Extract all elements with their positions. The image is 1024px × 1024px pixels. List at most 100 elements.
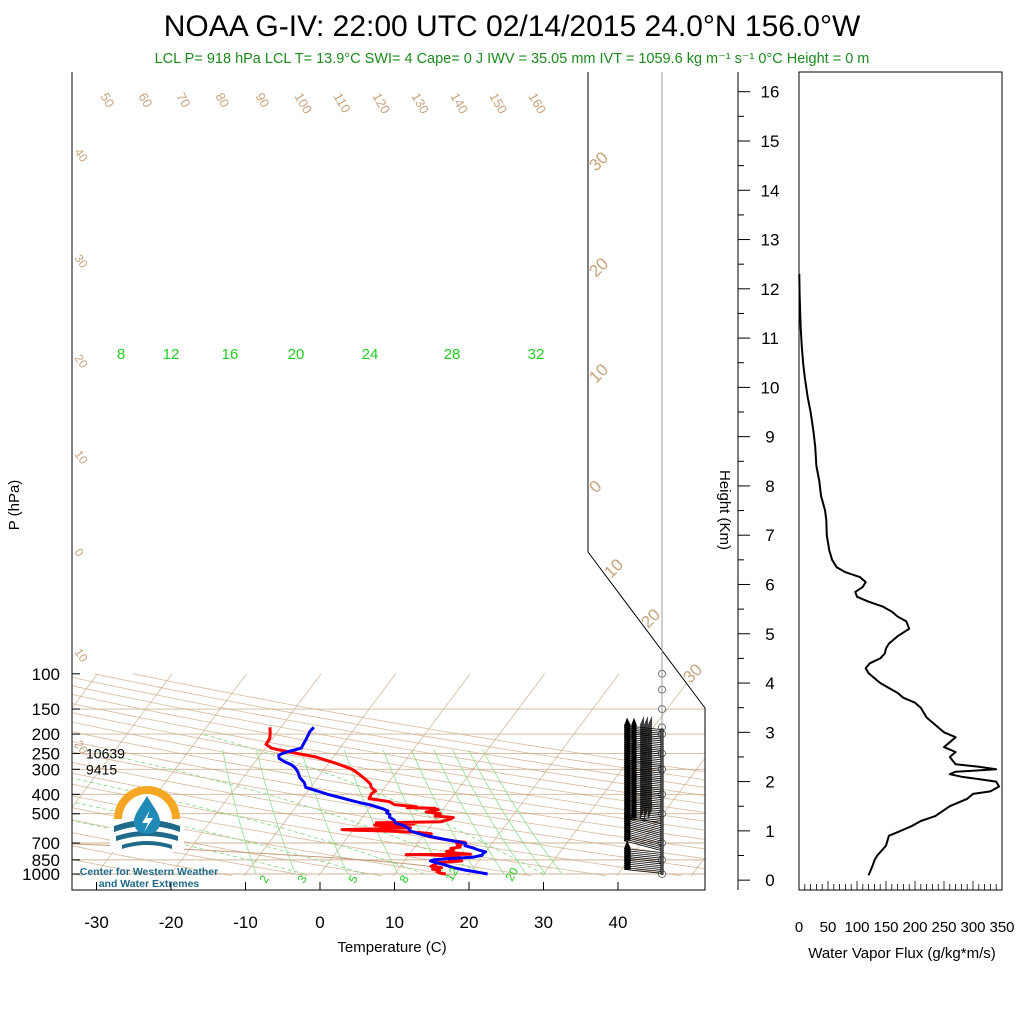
isotherm-line xyxy=(766,674,917,876)
flux-tick-label: 300 xyxy=(960,919,985,936)
dry-adiabat-label: 20 xyxy=(585,254,612,281)
x-tick-label: -10 xyxy=(233,913,258,932)
mixing-ratio-line xyxy=(222,749,257,875)
dry-adiabat-label: 0 xyxy=(72,546,87,560)
wind-barb-feather xyxy=(639,794,645,804)
wind-barb-feather xyxy=(647,761,653,772)
mixing-ratio-line xyxy=(256,749,296,875)
wind-barb-feather xyxy=(647,773,653,783)
dry-adiabat-line xyxy=(72,673,705,877)
mixing-ratio-line xyxy=(411,749,478,875)
mixing-ratio-line xyxy=(468,749,546,875)
y-tick-label: 300 xyxy=(32,760,60,779)
dry-adiabat-line xyxy=(72,673,307,877)
wind-barb-feather xyxy=(643,746,649,757)
wind-barb-feather xyxy=(639,792,645,802)
wind-barb-feather xyxy=(647,780,653,791)
wind-barb-feather xyxy=(647,775,653,785)
wind-barb-feather xyxy=(647,722,653,732)
wind-barb-feather xyxy=(643,795,649,806)
wind-barb-feather xyxy=(647,792,653,802)
height-tick-label: 12 xyxy=(761,280,780,299)
wind-barb-feather xyxy=(639,773,645,783)
wind-barb-feather xyxy=(647,731,653,741)
wind-barb-feather xyxy=(639,758,645,768)
isotherm-label: 60 xyxy=(135,90,155,110)
wind-barb-feather xyxy=(639,744,645,755)
wind-barb-feather xyxy=(639,763,645,774)
flux-tick-label: 250 xyxy=(931,919,956,936)
logo-caption-line2: and Water Extremes xyxy=(98,878,200,890)
isotherm-line xyxy=(392,673,545,876)
y-tick-label: 1000 xyxy=(22,865,60,884)
wind-barb-feather xyxy=(643,741,649,751)
mixing-ratio-line xyxy=(482,749,563,875)
height-tick-label: 11 xyxy=(761,329,779,348)
logo-caption-line1: Center for Western Weather xyxy=(79,866,219,878)
wind-barb-feather xyxy=(643,780,649,791)
wind-barb-feather xyxy=(643,801,649,811)
dry-adiabat-label: 30 xyxy=(72,252,91,271)
wind-barb-feather xyxy=(647,735,653,745)
mixing-ratio-label: 20 xyxy=(502,865,521,884)
wind-barb-feather xyxy=(643,771,649,781)
wind-barb-feather xyxy=(639,720,645,730)
wind-barb-feather xyxy=(639,786,645,796)
chart-subtitle: LCL P= 918 hPa LCL T= 13.9°C SWI= 4 Cape… xyxy=(154,51,870,67)
wind-barb-feather xyxy=(643,769,649,779)
mixing-ratio-label: 20 xyxy=(288,346,305,363)
dry-adiabat-label: 40 xyxy=(72,146,91,165)
wind-barb-feather xyxy=(647,801,653,811)
wind-barb-feather xyxy=(647,718,653,728)
wind-barb-feather xyxy=(647,739,653,749)
wind-barb-feather xyxy=(647,765,653,775)
x-tick-label: 40 xyxy=(609,913,628,932)
y-tick-label: 100 xyxy=(32,665,60,684)
wind-barb-feather xyxy=(639,731,645,741)
wind-barb-feather xyxy=(639,780,645,791)
wind-barb-feather xyxy=(639,742,645,753)
wind-barb-feather xyxy=(639,790,645,800)
dry-adiabat-line xyxy=(72,673,705,877)
mixing-ratio-line xyxy=(452,749,527,875)
wind-barb-feather xyxy=(643,724,649,734)
wind-barb-feather xyxy=(643,773,649,783)
wind-barb-feather xyxy=(639,797,645,808)
wind-barb-feather xyxy=(647,803,653,813)
wind-barb-feather xyxy=(643,758,649,768)
isotherm-label: 110 xyxy=(330,90,353,115)
mixing-ratio-label: 12 xyxy=(163,346,180,363)
wind-barb-feather xyxy=(647,727,653,738)
wind-barb-feather xyxy=(643,760,649,770)
wind-barb-feather xyxy=(647,786,653,796)
mixing-ratio-label: 32 xyxy=(528,346,545,363)
dry-adiabat-line xyxy=(72,673,705,877)
height-tick-label: 3 xyxy=(765,723,774,742)
wind-barb-feather xyxy=(643,790,649,800)
isotherm-label: 140 xyxy=(447,90,471,116)
wind-barb-feather xyxy=(643,754,649,764)
wind-barb-feather xyxy=(639,718,645,728)
height-tick-label: 4 xyxy=(765,674,774,693)
wind-barb-feather xyxy=(647,777,653,787)
wind-barb-feather xyxy=(643,742,649,753)
wind-barb-feather xyxy=(647,729,653,739)
wind-barb-feather xyxy=(639,754,645,764)
mixing-ratio-label: 24 xyxy=(362,346,379,363)
mixing-ratio-label: 16 xyxy=(222,346,239,363)
wind-barb-feather xyxy=(647,748,653,758)
dry-adiabat-line xyxy=(72,673,705,877)
height-tick-label: 8 xyxy=(765,477,774,496)
y-tick-label: 400 xyxy=(32,785,60,804)
height-tick-label: 1 xyxy=(765,822,774,841)
mixing-ratio-label: 12 xyxy=(442,865,461,884)
wind-barb-feather xyxy=(647,741,653,751)
wind-barb-feather xyxy=(647,809,653,819)
y-tick-label: 250 xyxy=(32,744,60,763)
flux-tick-label: 200 xyxy=(902,919,927,936)
wind-barb-feather xyxy=(647,797,653,808)
moist-adiabat-line xyxy=(72,733,425,875)
wind-barb-feather xyxy=(643,788,649,798)
dry-adiabat-line xyxy=(0,674,7,876)
dry-adiabat-label: 30 xyxy=(679,660,706,687)
